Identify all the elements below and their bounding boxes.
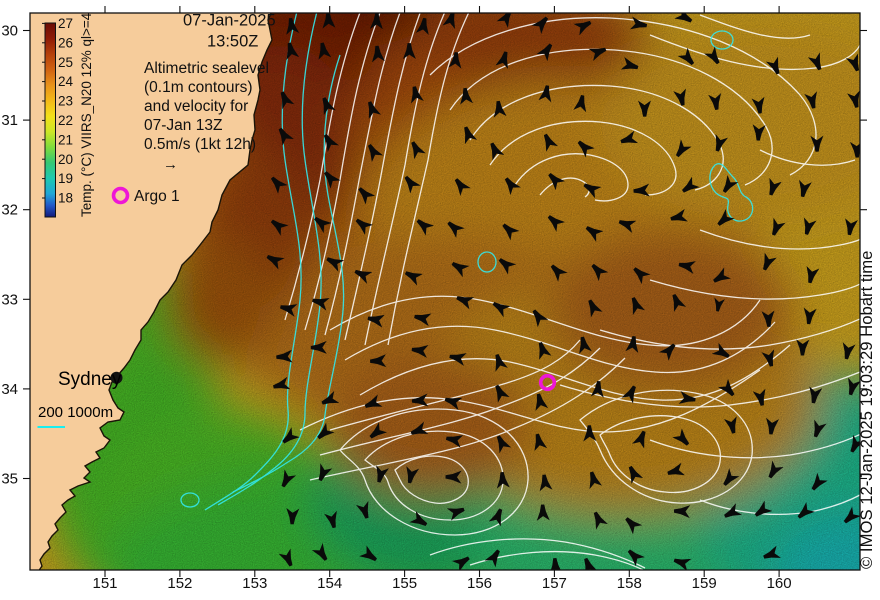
svg-text:30: 30 [1, 23, 18, 40]
svg-text:152: 152 [167, 575, 192, 592]
svg-text:154: 154 [317, 575, 342, 592]
svg-text:153: 153 [242, 575, 267, 592]
svg-text:33: 33 [1, 291, 18, 308]
svg-text:160: 160 [767, 575, 792, 592]
svg-text:156: 156 [467, 575, 492, 592]
svg-text:157: 157 [542, 575, 567, 592]
svg-text:159: 159 [692, 575, 717, 592]
svg-text:34: 34 [1, 381, 18, 398]
svg-text:158: 158 [617, 575, 642, 592]
svg-text:151: 151 [92, 575, 117, 592]
svg-text:31: 31 [1, 112, 18, 129]
svg-text:155: 155 [392, 575, 417, 592]
svg-text:35: 35 [1, 471, 18, 488]
svg-text:32: 32 [1, 202, 18, 219]
